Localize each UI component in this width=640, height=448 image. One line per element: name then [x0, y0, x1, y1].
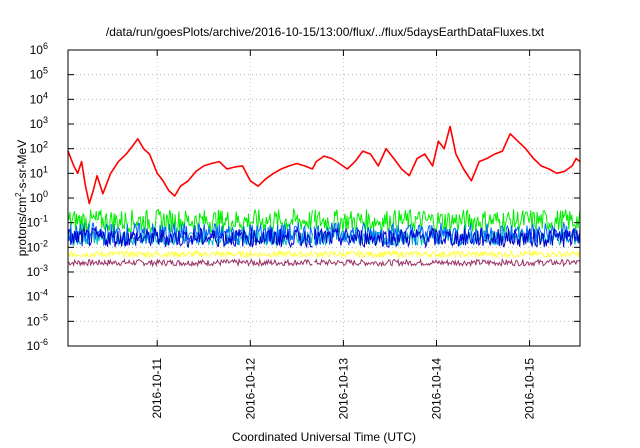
- y-tick-label: 10-3: [27, 263, 48, 279]
- x-tick-label: 2016-10-12: [243, 358, 257, 420]
- series-line-5: [67, 226, 313, 249]
- x-tick-label: 2016-10-11: [150, 358, 164, 419]
- y-axis-label: protons/cm2-s-sr-MeV: [14, 140, 29, 256]
- series-line-3: [313, 221, 581, 247]
- y-tick-label: 106: [30, 41, 48, 57]
- y-tick-label: 103: [30, 115, 48, 131]
- x-tick-label: 2016-10-14: [429, 358, 443, 420]
- x-axis-ticks: 2016-10-11 2016-10-12 2016-10-13 2016-10-14…: [150, 50, 537, 420]
- y-tick-label: 10-4: [27, 288, 48, 304]
- x-tick-label: 2016-10-13: [336, 358, 350, 420]
- chart-title: /data/run/goesPlots/archive/2016-10-15/1…: [106, 25, 545, 39]
- y-tick-label: 105: [30, 66, 48, 82]
- y-tick-label: 102: [30, 140, 48, 156]
- series-line-6: [313, 249, 581, 259]
- y-tick-label: 100: [30, 189, 48, 205]
- series-line-7: [67, 257, 313, 268]
- x-axis-label: Coordinated Universal Time (UTC): [232, 430, 416, 444]
- y-tick-label: 104: [30, 90, 48, 106]
- series-line-2: [67, 207, 313, 234]
- y-tick-label: 101: [30, 164, 48, 180]
- y-tick-label: 10-1: [27, 214, 48, 230]
- grid-lines: [68, 49, 580, 347]
- y-tick-label: 10-5: [27, 312, 48, 328]
- series-line-5: [313, 227, 581, 249]
- series-line-2: [313, 208, 581, 233]
- y-tick-label: 10-2: [27, 238, 48, 254]
- y-tick-label: 10-6: [27, 337, 48, 353]
- series-line-6: [67, 249, 313, 259]
- series-layer: [67, 125, 581, 268]
- x-tick-label: 2016-10-15: [523, 358, 537, 420]
- series-line-0: [67, 125, 581, 205]
- y-axis-ticks: 10-6 10-5 10-4 10-3 10-2 10-1 100 101 102 103 104 1…: [27, 41, 580, 353]
- series-line-4: [67, 228, 313, 248]
- series-line-7: [313, 258, 581, 268]
